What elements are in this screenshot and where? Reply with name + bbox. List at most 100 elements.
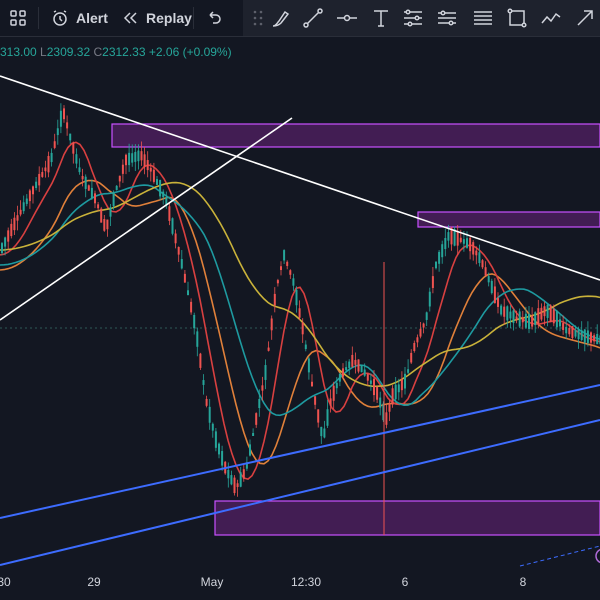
candle-body <box>559 319 561 327</box>
trend-line-icon[interactable] <box>301 6 325 30</box>
time-axis[interactable]: 30 29 May 12:30 6 8 <box>0 570 600 600</box>
candle-body <box>143 154 146 167</box>
candle-body <box>590 332 592 343</box>
rectangle-icon[interactable] <box>505 6 529 30</box>
candle-body <box>301 322 304 335</box>
brush-icon[interactable] <box>269 6 293 30</box>
candle-body <box>335 382 338 389</box>
candle-body <box>422 323 425 328</box>
candle-body <box>351 354 354 367</box>
candle-body <box>252 432 255 437</box>
candle-body <box>121 164 124 174</box>
arrow-icon[interactable] <box>573 6 597 30</box>
path-icon[interactable] <box>539 6 563 30</box>
horizontal-lines-icon[interactable] <box>471 6 495 30</box>
ma-red-line <box>0 141 600 480</box>
candle-body <box>376 386 379 400</box>
candle-body <box>388 403 391 412</box>
candle-body <box>360 365 363 373</box>
candle-body <box>202 380 205 385</box>
channel-lower-line <box>0 419 600 566</box>
candle-body <box>435 261 437 269</box>
candle-body <box>472 242 475 255</box>
candle-body <box>22 202 25 212</box>
candle-body <box>484 267 487 276</box>
ascending-trendline <box>0 117 293 321</box>
candle-body <box>165 197 168 205</box>
parallel-channel-icon[interactable] <box>435 6 459 30</box>
candle-body <box>447 232 450 241</box>
candle-body <box>478 252 481 263</box>
candle-body <box>528 313 530 329</box>
candle-body <box>534 312 537 326</box>
x-tick-label: 8 <box>519 575 527 589</box>
candle-body <box>441 244 444 258</box>
candle-body <box>546 304 549 318</box>
candle-body <box>419 328 422 337</box>
candle-body <box>413 342 416 352</box>
horizontal-line-icon[interactable] <box>335 6 359 30</box>
candle-body <box>500 305 503 315</box>
candle-body <box>236 483 239 487</box>
drag-handle-icon[interactable] <box>246 6 270 30</box>
candle-body <box>397 384 400 393</box>
candle-body <box>562 323 565 330</box>
alert-button[interactable]: Alert <box>50 5 108 31</box>
candle-body <box>568 327 571 335</box>
candle-body <box>214 431 217 448</box>
candle-body <box>379 397 382 408</box>
candle-body <box>208 406 211 423</box>
candle-body <box>75 154 78 164</box>
replay-button[interactable]: Replay <box>120 5 192 31</box>
candle-body <box>258 398 261 409</box>
candle-body <box>431 276 434 288</box>
candle-body <box>404 373 406 389</box>
candle-body <box>50 152 53 163</box>
candle-body <box>515 316 518 320</box>
candle-body <box>66 122 69 129</box>
candle-body <box>35 181 38 189</box>
candle-body <box>112 193 115 207</box>
candle-body <box>97 204 100 209</box>
layout-grid-icon[interactable] <box>8 5 28 31</box>
text-icon[interactable] <box>369 6 393 30</box>
candle-body <box>4 237 7 247</box>
candle-body <box>140 151 143 161</box>
candle-body <box>425 312 428 320</box>
close-value: 2312.33 <box>102 45 146 59</box>
undo-icon[interactable] <box>204 5 224 31</box>
candle-body <box>521 317 524 323</box>
candle-body <box>38 173 41 186</box>
candle-body <box>549 305 552 323</box>
fib-icon[interactable] <box>401 6 425 30</box>
candle-body <box>53 141 56 148</box>
candle-body <box>137 150 140 162</box>
candle-body <box>41 172 44 177</box>
candle-body <box>394 384 397 400</box>
candle-body <box>134 151 137 162</box>
candle-body <box>481 260 484 268</box>
candle-body <box>552 309 555 324</box>
candle-body <box>382 403 385 421</box>
low-value: 2309.32 <box>46 45 91 59</box>
candle-body <box>16 215 19 221</box>
candle-body <box>242 469 245 479</box>
candle-body <box>171 218 174 234</box>
candle-body <box>586 330 589 343</box>
candle-body <box>345 367 348 371</box>
candle-body <box>183 273 186 283</box>
candle-body <box>487 276 490 283</box>
candle-body <box>462 239 465 244</box>
candle-body <box>314 396 317 405</box>
ma-fast-line <box>0 179 600 465</box>
price-chart[interactable] <box>0 36 600 570</box>
candle-body <box>109 207 112 217</box>
candle-body <box>28 190 31 202</box>
projection-line <box>519 545 600 567</box>
candle-body <box>32 186 34 195</box>
alert-label: Alert <box>76 10 108 26</box>
candle-body <box>298 308 301 318</box>
candle-body <box>543 306 546 317</box>
candle-body <box>540 307 543 320</box>
replay-label: Replay <box>146 10 192 26</box>
